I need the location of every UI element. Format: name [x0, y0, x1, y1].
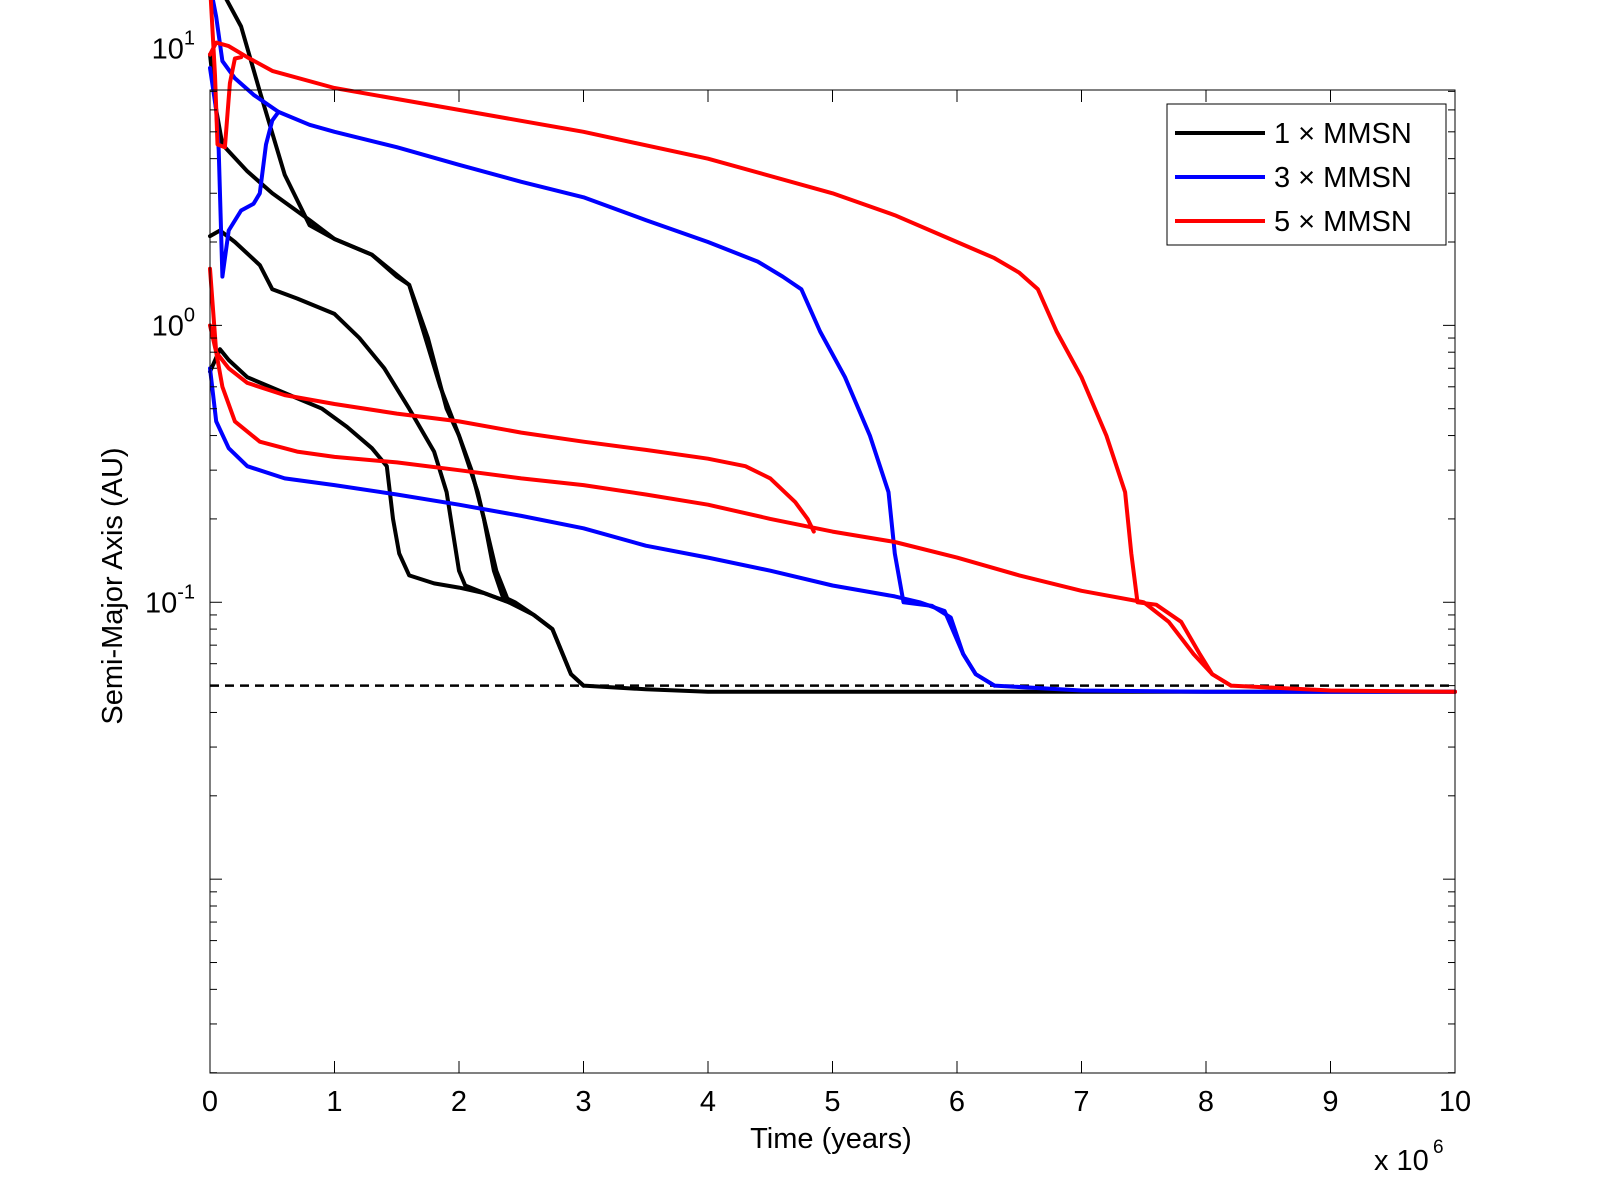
x-tick-label: 9: [1322, 1086, 1338, 1118]
x-tick-label: 5: [824, 1086, 840, 1118]
series-line-3: [208, 228, 511, 605]
x-tick-label: 4: [700, 1086, 716, 1118]
x-scale-multiplier: x 10 6: [1374, 1137, 1444, 1177]
y-tick-label: 10-1: [145, 581, 195, 619]
series-line-9: [208, 0, 244, 150]
y-tick-exponent: 1: [184, 27, 195, 49]
x-scale-exponent: 6: [1433, 1137, 1444, 1158]
y-tick-label: 100: [152, 304, 195, 342]
y-tick-base: 10: [152, 33, 184, 65]
series-line-4: [208, 347, 511, 605]
x-tick-label: 1: [326, 1086, 342, 1118]
legend: 1 × MMSN 3 × MMSN 5 × MMSN: [1166, 103, 1447, 246]
series-line-10: [208, 323, 816, 534]
y-tick-base: 10: [145, 587, 177, 619]
x-tick-label: 10: [1439, 1086, 1471, 1118]
y-axis-label: Semi-Major Axis (AU): [97, 447, 129, 724]
series-line-7: [208, 366, 997, 688]
series-line-6: [208, 66, 281, 279]
legend-label: 1 × MMSN: [1274, 118, 1412, 150]
x-tick-label: 0: [202, 1086, 218, 1118]
series-line-8: [208, 40, 1457, 694]
x-scale-note: x 10: [1374, 1145, 1429, 1177]
legend-label: 3 × MMSN: [1274, 162, 1412, 194]
series-line-11: [208, 266, 1233, 688]
y-tick-exponent: 0: [184, 304, 195, 326]
x-tick-label: 6: [949, 1086, 965, 1118]
x-axis-label: Time (years): [750, 1123, 912, 1155]
x-tick-label: 8: [1198, 1086, 1214, 1118]
x-tick-label: 3: [575, 1086, 591, 1118]
y-tick-exponent: -1: [177, 581, 195, 603]
x-tick-label: 2: [451, 1086, 467, 1118]
y-tick-base: 10: [152, 310, 184, 342]
x-tick-label: 7: [1073, 1086, 1089, 1118]
y-tick-label: 101: [152, 27, 195, 65]
legend-label: 5 × MMSN: [1274, 206, 1412, 238]
